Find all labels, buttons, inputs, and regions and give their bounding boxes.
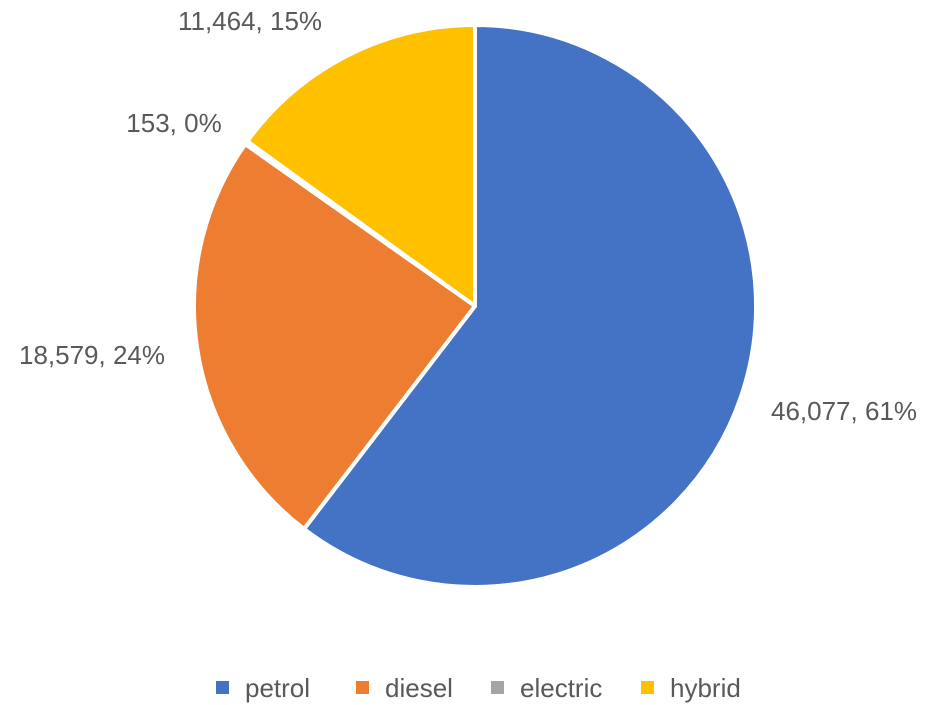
legend-label-hybrid: hybrid	[670, 673, 741, 703]
pie-slice-hybrid	[245, 23, 477, 308]
data-labels: 46,077, 61% 18,579, 24% 153, 0% 11,464, 15%	[19, 6, 917, 426]
legend-swatch-diesel	[356, 681, 369, 694]
legend-item-diesel: diesel	[356, 673, 453, 703]
data-label-electric: 153, 0%	[126, 108, 221, 138]
data-label-petrol: 46,077, 61%	[771, 396, 917, 426]
legend-label-petrol: petrol	[245, 673, 310, 703]
legend: petrol diesel electric hybrid	[216, 673, 741, 703]
pie-slice-petrol	[302, 23, 758, 589]
legend-swatch-electric	[491, 681, 504, 694]
legend-label-electric: electric	[520, 673, 602, 703]
legend-label-diesel: diesel	[385, 673, 453, 703]
legend-item-hybrid: hybrid	[641, 673, 741, 703]
legend-swatch-petrol	[216, 681, 229, 694]
data-label-hybrid: 11,464, 15%	[178, 6, 322, 36]
pie-slice-diesel	[192, 142, 477, 531]
pie-slices	[192, 23, 758, 589]
legend-item-petrol: petrol	[216, 673, 310, 703]
data-label-diesel: 18,579, 24%	[19, 340, 165, 370]
legend-item-electric: electric	[491, 673, 602, 703]
legend-swatch-hybrid	[641, 681, 654, 694]
